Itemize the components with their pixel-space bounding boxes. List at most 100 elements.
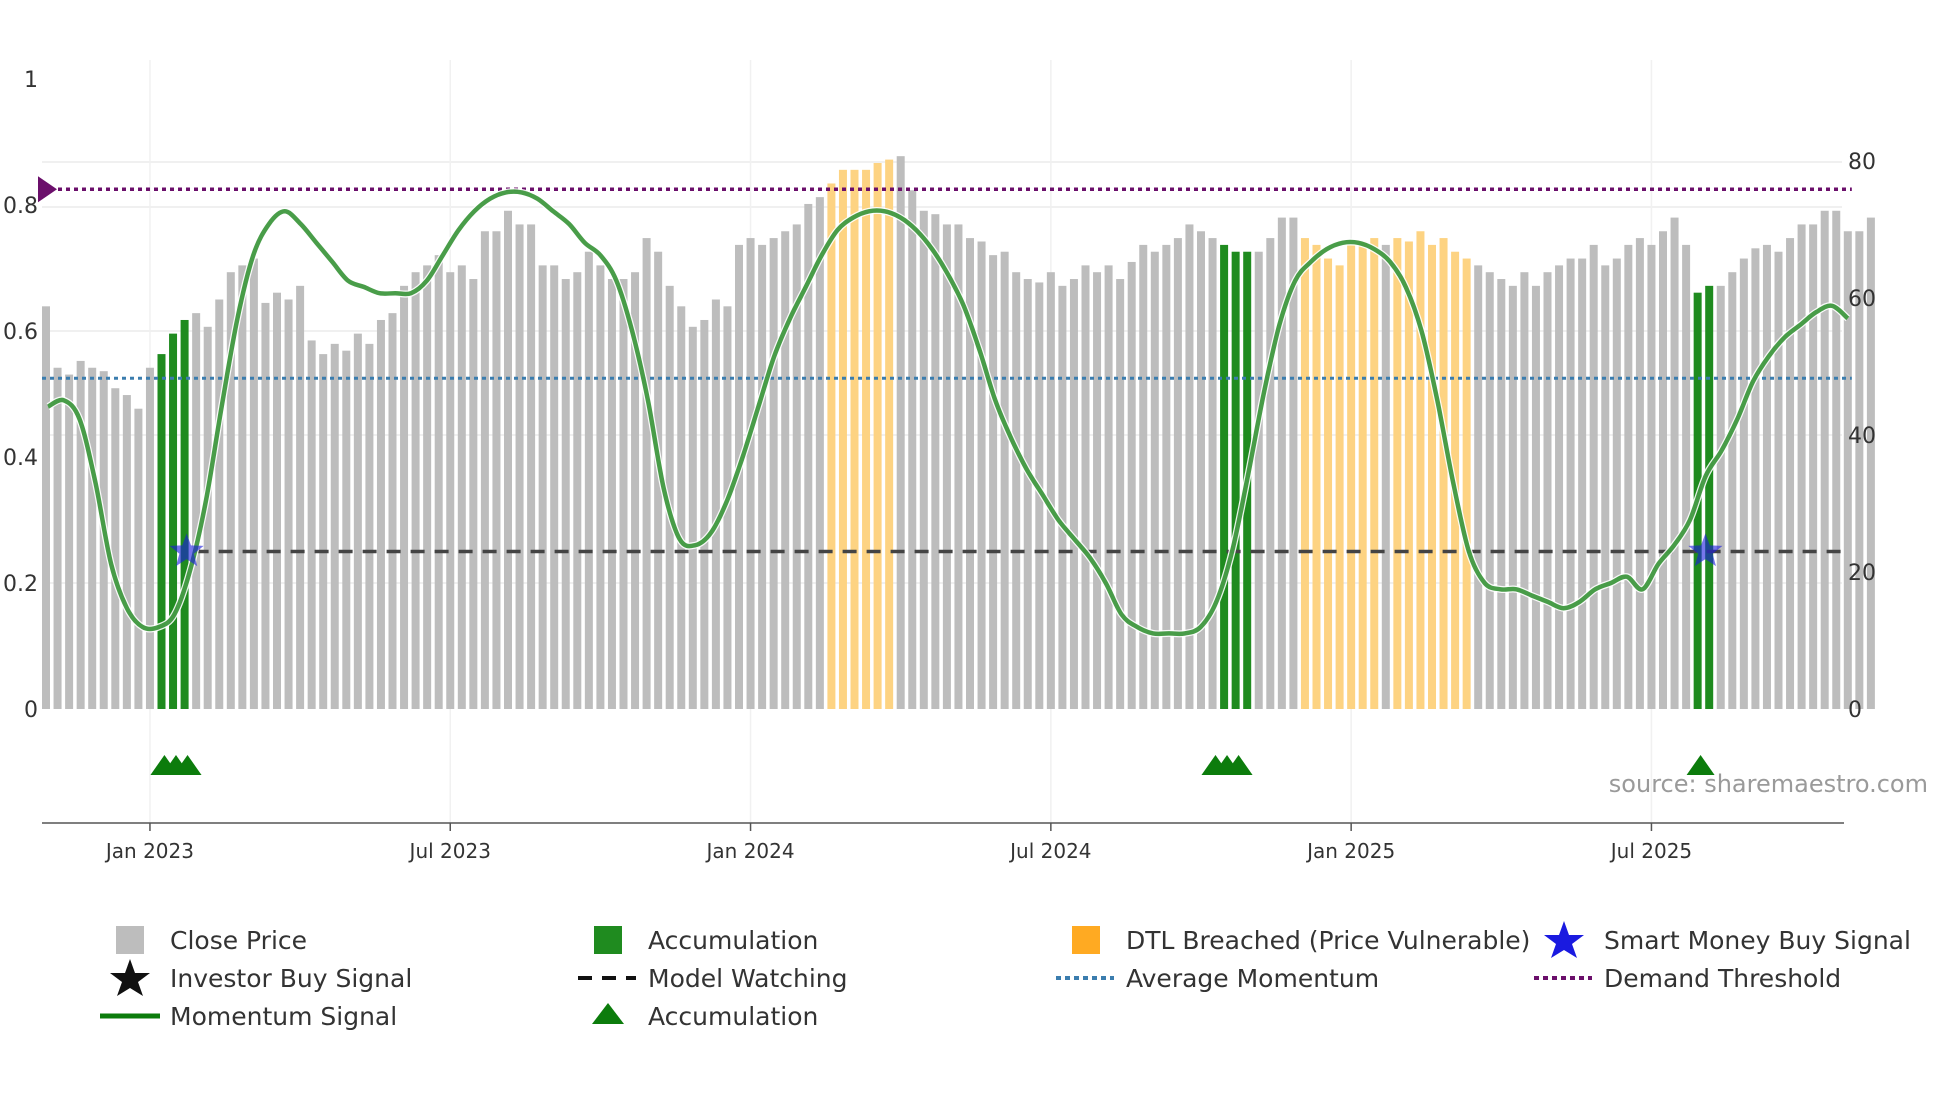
x-tick-label-4: Jan 2025 bbox=[1305, 839, 1395, 863]
left-tick-1: 1 bbox=[24, 68, 38, 93]
price-bar-67 bbox=[815, 197, 824, 709]
price-bar-81 bbox=[977, 241, 986, 710]
price-bar-88 bbox=[1058, 285, 1067, 709]
price-bar-135 bbox=[1601, 265, 1610, 709]
price-bar-83 bbox=[1000, 251, 1009, 709]
legend-average-momentum: Average Momentum bbox=[1126, 964, 1379, 993]
price-bar-57 bbox=[700, 319, 709, 709]
legend: Close Price Accumulation DTL Breached (P… bbox=[100, 921, 1911, 1031]
source-note: source: sharemaestro.com bbox=[1609, 770, 1928, 798]
price-bar-149 bbox=[1762, 244, 1771, 709]
x-tick-label-0: Jan 2023 bbox=[104, 839, 194, 863]
price-bar-121 bbox=[1439, 238, 1448, 709]
price-bar-91 bbox=[1093, 272, 1102, 709]
price-bar-117 bbox=[1393, 238, 1402, 709]
price-bar-96 bbox=[1150, 251, 1159, 709]
price-bar-71 bbox=[862, 169, 871, 709]
price-bar-32 bbox=[411, 272, 420, 709]
price-bar-139 bbox=[1647, 244, 1656, 709]
price-bar-87 bbox=[1046, 272, 1055, 709]
close-price-bars bbox=[42, 156, 1875, 710]
legend-smart-money: Smart Money Buy Signal bbox=[1604, 926, 1911, 955]
price-bar-118 bbox=[1404, 241, 1413, 710]
price-bar-28 bbox=[365, 343, 374, 709]
price-bar-76 bbox=[919, 210, 928, 709]
price-bar-33 bbox=[423, 265, 432, 709]
price-bar-53 bbox=[654, 251, 663, 709]
price-bar-134 bbox=[1589, 244, 1598, 709]
legend-smart-money-star bbox=[1544, 921, 1584, 958]
price-bar-16 bbox=[226, 272, 235, 709]
price-bar-72 bbox=[873, 163, 882, 709]
price-bar-52 bbox=[642, 238, 651, 709]
price-bar-25 bbox=[330, 343, 339, 709]
price-bar-113 bbox=[1347, 244, 1356, 709]
price-bar-0 bbox=[42, 306, 50, 709]
legend-investor-star bbox=[110, 959, 150, 996]
price-bar-136 bbox=[1612, 258, 1621, 709]
price-bar-80 bbox=[966, 238, 974, 709]
price-bar-34 bbox=[434, 255, 443, 709]
price-bar-29 bbox=[376, 319, 385, 709]
price-bar-111 bbox=[1324, 258, 1333, 709]
price-bar-98 bbox=[1173, 238, 1182, 709]
price-bar-73 bbox=[885, 159, 894, 709]
legend-demand-threshold: Demand Threshold bbox=[1604, 964, 1841, 993]
legend-accumulation-marker: Accumulation bbox=[648, 1002, 818, 1031]
price-bar-47 bbox=[584, 251, 593, 709]
legend-close-price: Close Price bbox=[170, 926, 307, 955]
price-bar-42 bbox=[527, 224, 536, 710]
price-bar-110 bbox=[1312, 244, 1321, 709]
price-bar-44 bbox=[550, 265, 559, 709]
price-bar-123 bbox=[1462, 258, 1471, 709]
price-bar-82 bbox=[989, 255, 998, 709]
legend-dtl-breached: DTL Breached (Price Vulnerable) bbox=[1126, 926, 1530, 955]
price-bar-94 bbox=[1127, 261, 1136, 709]
price-bar-65 bbox=[792, 224, 801, 710]
price-bar-45 bbox=[561, 279, 570, 709]
price-bar-48 bbox=[596, 265, 605, 709]
price-bar-95 bbox=[1139, 244, 1148, 709]
price-bar-120 bbox=[1428, 244, 1436, 709]
momentum-line bbox=[46, 189, 1850, 637]
price-bar-51 bbox=[631, 272, 640, 709]
price-bar-37 bbox=[469, 279, 478, 709]
price-bar-144 bbox=[1705, 285, 1714, 709]
right-tick-40: 40 bbox=[1848, 424, 1876, 449]
price-bar-97 bbox=[1162, 244, 1171, 709]
price-bar-93 bbox=[1116, 279, 1125, 709]
price-bar-148 bbox=[1751, 248, 1760, 709]
left-tick-0.6: 0.6 bbox=[3, 320, 38, 345]
price-bar-49 bbox=[607, 279, 616, 709]
price-bar-140 bbox=[1659, 231, 1667, 709]
accumulation-marker-5 bbox=[1224, 755, 1253, 775]
price-bar-133 bbox=[1578, 258, 1587, 709]
price-bar-84 bbox=[1012, 272, 1021, 709]
price-bar-17 bbox=[238, 265, 247, 709]
legend-dtl-swatch bbox=[1072, 926, 1100, 954]
price-bar-109 bbox=[1300, 238, 1309, 709]
price-bar-141 bbox=[1670, 217, 1679, 709]
price-bar-41 bbox=[515, 224, 524, 710]
price-bar-36 bbox=[457, 265, 466, 709]
price-bar-3 bbox=[76, 360, 85, 709]
price-bar-26 bbox=[342, 350, 351, 709]
x-tick-label-5: Jul 2025 bbox=[1609, 839, 1692, 863]
right-tick-60: 60 bbox=[1848, 287, 1876, 312]
x-axis-ticks: Jan 2023 Jul 2023 Jan 2024 Jul 2024 Jan 2025… bbox=[104, 823, 1692, 863]
price-bar-58 bbox=[711, 299, 720, 709]
price-bar-129 bbox=[1531, 285, 1540, 709]
price-bar-8 bbox=[134, 408, 143, 709]
price-bar-156 bbox=[1843, 231, 1852, 709]
right-tick-20: 20 bbox=[1848, 561, 1876, 586]
price-bar-18 bbox=[249, 258, 258, 709]
price-bar-55 bbox=[677, 306, 686, 709]
price-bar-11 bbox=[169, 333, 178, 709]
price-bar-146 bbox=[1728, 272, 1737, 709]
price-bar-132 bbox=[1566, 258, 1575, 709]
price-bar-101 bbox=[1208, 238, 1217, 709]
x-tick-label-3: Jul 2024 bbox=[1008, 839, 1091, 863]
price-bar-6 bbox=[111, 388, 120, 709]
legend-accumulation-swatch bbox=[594, 926, 622, 954]
price-bar-23 bbox=[307, 340, 316, 709]
